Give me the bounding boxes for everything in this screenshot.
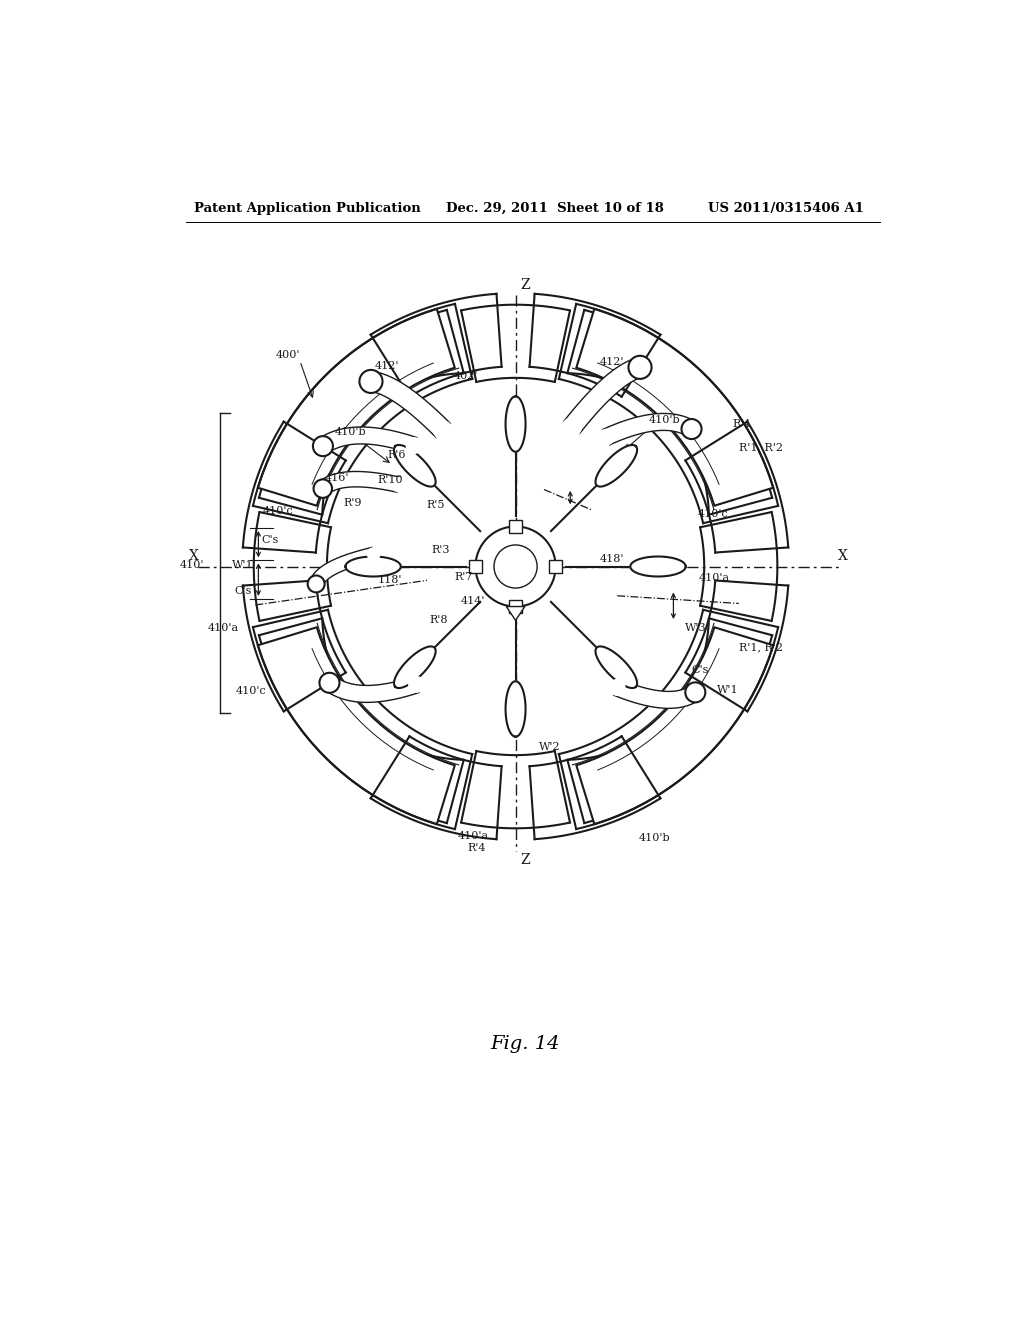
Text: Fig. 14: Fig. 14 (490, 1035, 559, 1053)
Polygon shape (394, 647, 435, 688)
Circle shape (307, 576, 325, 593)
Circle shape (494, 545, 538, 589)
Polygon shape (602, 413, 696, 445)
Text: R'10: R'10 (377, 475, 402, 486)
Text: Dec. 29, 2011  Sheet 10 of 18: Dec. 29, 2011 Sheet 10 of 18 (446, 202, 665, 215)
Polygon shape (370, 371, 451, 438)
Text: 412': 412' (600, 358, 624, 367)
Text: Patent Application Publication: Patent Application Publication (194, 202, 421, 215)
Text: R'5: R'5 (426, 500, 444, 510)
Circle shape (475, 527, 556, 607)
Text: R'4: R'4 (733, 418, 752, 429)
Text: R'4: R'4 (468, 842, 486, 853)
Text: 418': 418' (600, 554, 624, 564)
Text: Z: Z (520, 853, 529, 867)
Text: US 2011/0315406 A1: US 2011/0315406 A1 (708, 202, 864, 215)
Text: 410'a: 410'a (458, 832, 488, 841)
Circle shape (359, 370, 383, 393)
Polygon shape (325, 676, 419, 702)
Circle shape (685, 682, 706, 702)
Text: 416': 416' (325, 473, 349, 483)
Polygon shape (564, 358, 643, 433)
Polygon shape (550, 560, 562, 573)
Circle shape (433, 421, 454, 441)
Text: X: X (838, 549, 848, 564)
Text: R'3: R'3 (431, 545, 451, 554)
Text: C's: C's (234, 586, 252, 597)
Text: 410'b: 410'b (638, 833, 670, 842)
Text: 414': 414' (461, 597, 485, 606)
Circle shape (409, 676, 425, 693)
Polygon shape (631, 557, 686, 577)
Circle shape (682, 418, 701, 440)
Circle shape (367, 548, 381, 561)
Text: 410'c: 410'c (698, 510, 729, 519)
Polygon shape (613, 680, 700, 709)
Text: C's: C's (261, 535, 279, 545)
Text: R'6: R'6 (387, 450, 406, 459)
Polygon shape (595, 647, 637, 688)
Text: 410'a: 410'a (698, 573, 730, 583)
Polygon shape (577, 627, 773, 824)
Text: Z: Z (520, 277, 529, 292)
Text: W'3: W'3 (685, 623, 707, 634)
Polygon shape (506, 607, 524, 620)
Text: R'7: R'7 (454, 572, 472, 582)
Text: 400': 400' (276, 350, 301, 360)
Polygon shape (506, 681, 525, 737)
Circle shape (313, 436, 333, 457)
Text: 410'a: 410'a (207, 623, 239, 634)
Text: 410'b: 410'b (334, 426, 366, 437)
Text: W'2: W'2 (539, 742, 560, 752)
Circle shape (562, 417, 582, 437)
Polygon shape (469, 560, 481, 573)
Circle shape (629, 356, 651, 379)
Circle shape (598, 429, 614, 446)
Text: W'1: W'1 (717, 685, 739, 694)
Circle shape (313, 479, 332, 498)
Polygon shape (258, 627, 455, 824)
Text: W'1: W'1 (232, 560, 254, 570)
Circle shape (319, 673, 340, 693)
Polygon shape (309, 548, 375, 586)
Text: R'9: R'9 (344, 499, 362, 508)
Polygon shape (345, 557, 400, 577)
Polygon shape (317, 471, 400, 494)
Polygon shape (318, 426, 417, 454)
Polygon shape (258, 309, 455, 506)
Polygon shape (509, 601, 521, 612)
Polygon shape (577, 309, 773, 506)
Text: 402': 402' (454, 371, 478, 381)
Text: R'8: R'8 (429, 615, 447, 626)
Circle shape (391, 477, 407, 492)
Polygon shape (506, 396, 525, 451)
Text: 410'c: 410'c (263, 506, 294, 516)
Polygon shape (394, 445, 435, 487)
Text: C's: C's (691, 665, 709, 676)
Circle shape (406, 437, 423, 454)
Text: 410'b: 410'b (648, 416, 680, 425)
Text: X: X (188, 549, 199, 564)
Polygon shape (595, 445, 637, 487)
Text: 410': 410' (180, 560, 205, 570)
Text: 412': 412' (375, 362, 399, 371)
Circle shape (608, 678, 626, 696)
Text: R'1, R'2: R'1, R'2 (739, 643, 783, 652)
Text: R'1, R'2: R'1, R'2 (739, 442, 783, 453)
Text: 118': 118' (378, 576, 402, 585)
Text: 410'c: 410'c (237, 686, 267, 696)
Polygon shape (509, 520, 521, 533)
